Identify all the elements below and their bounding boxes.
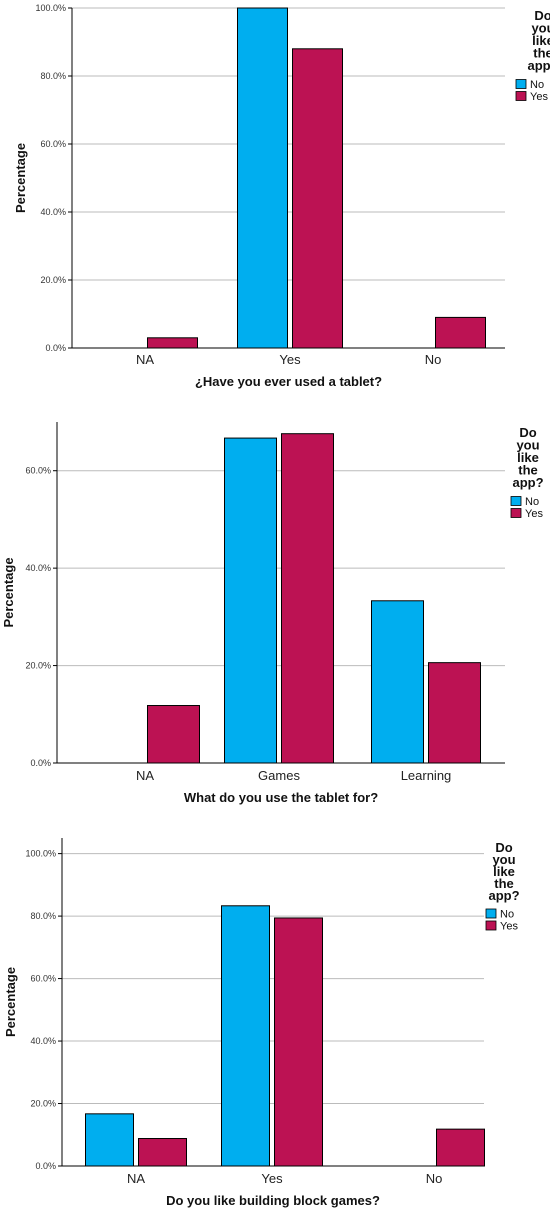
bar-no bbox=[237, 7, 288, 349]
bar-no bbox=[221, 905, 270, 1167]
chart-1: 0.0%20.0%40.0%60.0%80.0%100.0%NA Yes No¿Ha… bbox=[13, 3, 550, 389]
legend-title-line: app? bbox=[512, 475, 543, 490]
legend-swatch-yes bbox=[485, 920, 497, 931]
y-tick-label: 40.0% bbox=[30, 1036, 56, 1046]
bar-no bbox=[85, 1113, 134, 1167]
legend-title-line: you bbox=[492, 852, 515, 867]
y-tick-label: 20.0% bbox=[30, 1099, 56, 1109]
legend-swatch-no bbox=[485, 908, 497, 919]
y-tick-label: 40.0% bbox=[40, 207, 66, 217]
legend-swatch-yes bbox=[510, 508, 522, 518]
legend-title-line: Do bbox=[519, 425, 536, 440]
bar-yes bbox=[436, 1128, 485, 1167]
bar-yes bbox=[147, 705, 200, 764]
legend-swatch-yes bbox=[515, 91, 527, 101]
legend-title-line: Do bbox=[534, 8, 550, 23]
y-tick-label: 0.0% bbox=[35, 1161, 56, 1171]
legend-title-line: like bbox=[532, 33, 550, 48]
legend-label-no: No bbox=[500, 909, 514, 921]
x-tick-label: No bbox=[425, 352, 442, 367]
chart-3: 0.0%20.0%40.0%60.0%80.0%100.0%NA Yes NoDo … bbox=[3, 838, 520, 1208]
legend-label-yes: Yes bbox=[525, 508, 543, 520]
y-tick-label: 20.0% bbox=[25, 661, 51, 671]
x-tick-label: NA bbox=[136, 352, 154, 367]
legend-label-no: No bbox=[525, 496, 539, 508]
legend-title-line: like bbox=[517, 450, 539, 465]
y-tick-label: 80.0% bbox=[30, 911, 56, 921]
legend-label-no: No bbox=[530, 79, 544, 91]
x-tick-label: Yes bbox=[279, 352, 301, 367]
y-tick-label: 100.0% bbox=[25, 849, 56, 859]
legend-label-yes: Yes bbox=[500, 921, 518, 933]
bar-no bbox=[224, 437, 277, 764]
legend-title-line: like bbox=[493, 864, 515, 879]
y-tick-label: 0.0% bbox=[30, 758, 51, 768]
legend-title-line: Do bbox=[495, 840, 512, 855]
legend-swatch-no bbox=[515, 79, 527, 89]
x-tick-label: NA bbox=[127, 1171, 145, 1186]
bar-yes bbox=[428, 662, 481, 764]
y-tick-label: 60.0% bbox=[30, 974, 56, 984]
legend-title-line: the bbox=[533, 46, 550, 61]
bar-no bbox=[371, 600, 424, 764]
x-tick-label: NA bbox=[136, 768, 154, 783]
bar-yes bbox=[147, 337, 198, 349]
y-axis-title: Percentage bbox=[13, 143, 28, 213]
y-tick-label: 0.0% bbox=[45, 343, 66, 353]
x-tick-label: Games bbox=[258, 768, 300, 783]
legend-title-line: you bbox=[516, 438, 539, 453]
legend-title-line: the bbox=[494, 876, 514, 891]
legend-swatch-no bbox=[510, 496, 522, 506]
legend-title-line: app? bbox=[488, 888, 519, 903]
y-tick-label: 100.0% bbox=[35, 3, 66, 13]
legend-title-line: the bbox=[518, 463, 538, 478]
bar-yes bbox=[435, 316, 486, 349]
y-tick-label: 40.0% bbox=[25, 563, 51, 573]
bar-yes bbox=[281, 433, 334, 764]
y-tick-label: 80.0% bbox=[40, 71, 66, 81]
x-axis-title: What do you use the tablet for? bbox=[184, 790, 378, 805]
legend-label-yes: Yes bbox=[530, 91, 548, 103]
x-tick-label: No bbox=[426, 1171, 443, 1186]
y-axis-title: Percentage bbox=[1, 557, 16, 627]
legend-title-line: you bbox=[531, 21, 550, 36]
chart-2: 0.0% 20.0% 40.0% 60.0% NA Games Learning What d… bbox=[1, 422, 544, 805]
y-tick-label: 60.0% bbox=[25, 466, 51, 476]
legend-title-line: app? bbox=[527, 58, 550, 73]
x-axis-title: ¿Have you ever used a tablet? bbox=[195, 374, 382, 389]
y-axis-title: Percentage bbox=[3, 967, 18, 1037]
y-tick-label: 60.0% bbox=[40, 139, 66, 149]
y-tick-label: 20.0% bbox=[40, 275, 66, 285]
bar-yes bbox=[274, 917, 323, 1167]
bar-yes bbox=[292, 48, 343, 349]
x-tick-label: Learning bbox=[401, 768, 452, 783]
bar-yes bbox=[138, 1138, 187, 1167]
x-tick-label: Yes bbox=[261, 1171, 283, 1186]
x-axis-title: Do you like building block games? bbox=[166, 1193, 380, 1208]
